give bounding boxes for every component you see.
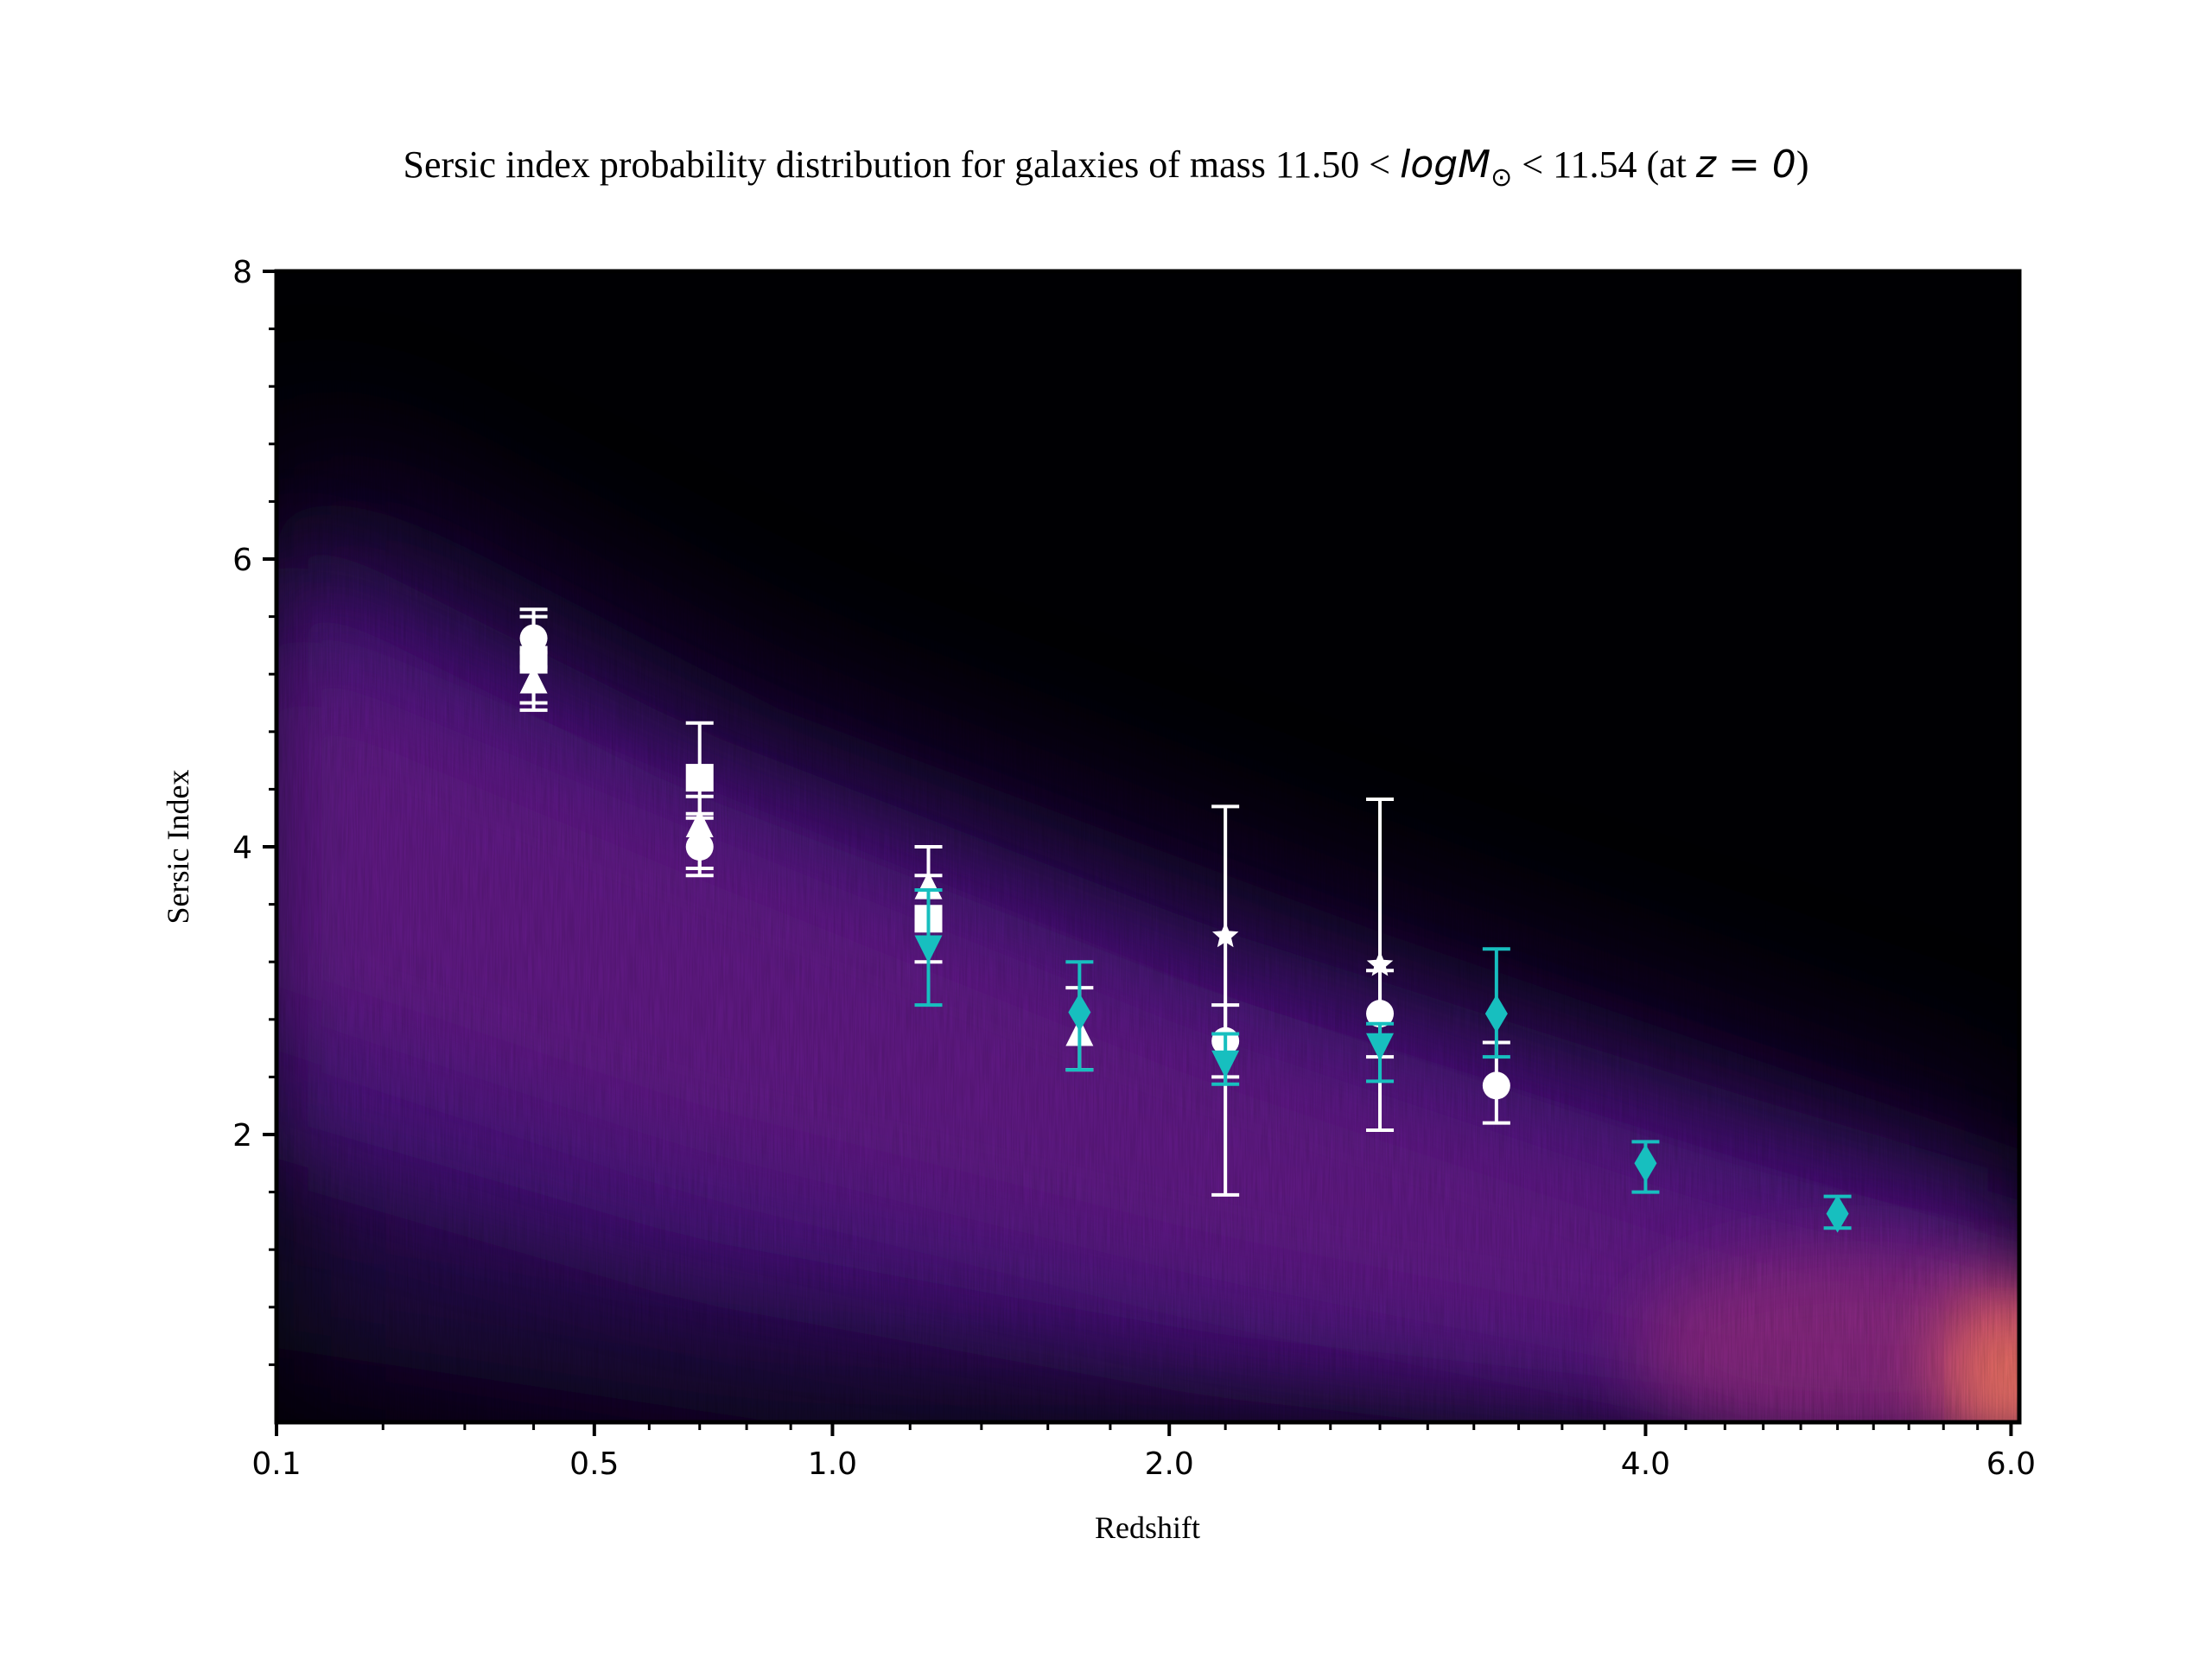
diamond-marker xyxy=(1484,995,1508,1033)
triangle-down-marker xyxy=(914,935,943,963)
diamond-marker xyxy=(1068,993,1091,1032)
chart-title: Sersic index probability distribution fo… xyxy=(404,143,1809,193)
circle-marker xyxy=(1482,1071,1510,1100)
square-marker xyxy=(685,764,714,792)
y-tick-label: 2 xyxy=(232,1118,252,1154)
axis-tick-labels: 0.1 0.5 1.0 2.0 4.0 6.0 2 4 6 8 xyxy=(232,255,2036,1482)
diamond-marker xyxy=(1634,1144,1657,1183)
triangle-up-marker xyxy=(685,810,714,838)
x-tick-label: 0.5 xyxy=(569,1446,619,1482)
triangle-down-marker xyxy=(1211,1050,1240,1078)
star-marker xyxy=(1366,950,1394,976)
y-tick-label: 6 xyxy=(232,543,252,578)
x-tick-label: 4.0 xyxy=(1621,1446,1670,1482)
x-tick-label: 2.0 xyxy=(1145,1446,1194,1482)
triangle-down-marker xyxy=(1366,1033,1395,1061)
x-axis-label: Redshift xyxy=(1095,1510,1200,1545)
y-tick-label: 8 xyxy=(232,255,252,290)
triangle-up-marker xyxy=(519,665,548,694)
axis-ticks xyxy=(263,270,2013,1436)
star-marker xyxy=(1212,922,1239,948)
x-tick-label: 0.1 xyxy=(251,1446,301,1482)
triangle-up-marker xyxy=(914,871,943,899)
y-tick-label: 4 xyxy=(232,830,252,866)
density-heatmap xyxy=(276,271,2019,1422)
diamond-series xyxy=(1065,947,1852,1233)
triangle-down-series xyxy=(914,887,1395,1086)
x-tick-label: 6.0 xyxy=(1986,1446,2036,1482)
data-markers xyxy=(519,607,1852,1233)
x-tick-label: 1.0 xyxy=(808,1446,857,1482)
y-axis-label: Sersic Index xyxy=(161,770,195,925)
diamond-marker xyxy=(1826,1194,1849,1233)
